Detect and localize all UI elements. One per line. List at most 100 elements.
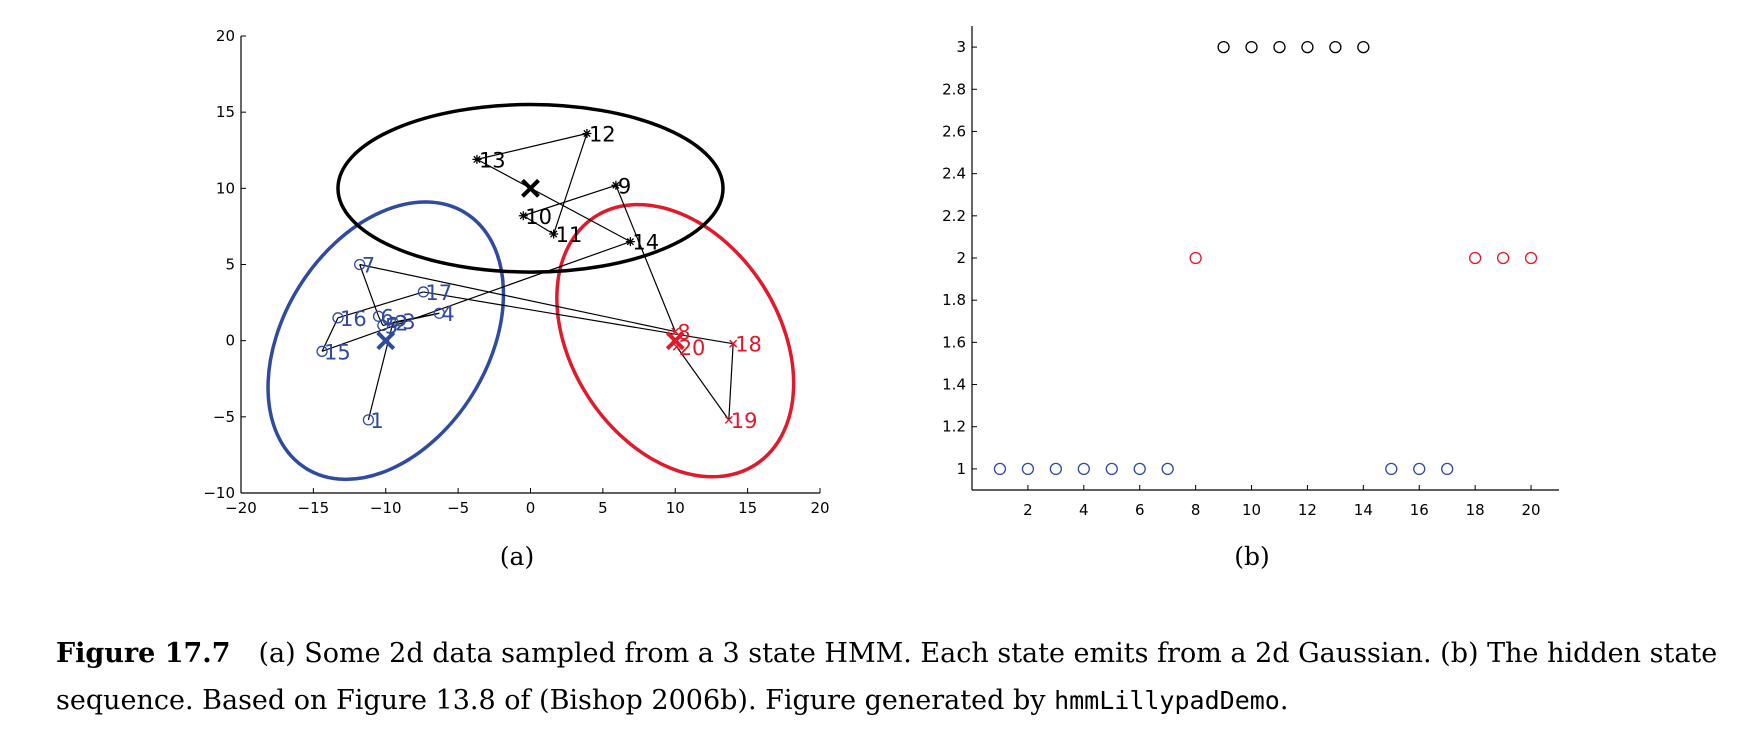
data-point-label: 14 xyxy=(632,231,659,255)
state-3-mean-marker xyxy=(521,178,540,198)
transition-line xyxy=(476,132,588,160)
data-point-label: 8 xyxy=(677,321,690,345)
data-point-marker xyxy=(387,316,399,329)
panel-b-x-tick-label: 10 xyxy=(1242,501,1261,519)
panel-b-x-tick-label: 20 xyxy=(1522,501,1541,519)
state-point xyxy=(1189,251,1202,265)
transition-line xyxy=(676,346,730,421)
data-point-marker xyxy=(362,414,375,426)
panel-a-x-tick-label: −20 xyxy=(225,499,257,517)
state-point xyxy=(1385,462,1398,476)
panel-b-y-tick-label: 2.4 xyxy=(942,165,966,183)
caption-label: Figure 17.7 xyxy=(56,638,231,669)
panel-a-y-tick-label: 5 xyxy=(225,256,235,274)
data-point-marker xyxy=(377,319,389,332)
panel-a-x-tick-label: 15 xyxy=(738,499,757,517)
data-point-label: 3 xyxy=(402,310,415,334)
state-point xyxy=(1021,462,1035,476)
state-point xyxy=(1329,40,1342,54)
panel-b-y-tick-label: 2.8 xyxy=(942,80,966,98)
transition-line xyxy=(553,133,588,235)
panel-b-x-tick-label: 12 xyxy=(1298,501,1317,519)
state-point xyxy=(1049,462,1063,476)
data-point-label: 7 xyxy=(362,254,375,278)
state-point xyxy=(1441,462,1454,476)
data-point-marker xyxy=(372,310,385,322)
state-2-ellipse xyxy=(555,202,796,479)
data-point-label: 20 xyxy=(679,336,706,360)
panel-b-y-tick-label: 3 xyxy=(956,38,966,56)
data-point-marker xyxy=(472,154,482,164)
state-point xyxy=(1524,251,1538,265)
transition-line xyxy=(359,264,380,317)
transition-line xyxy=(337,291,424,319)
state-1-ellipse xyxy=(266,200,506,482)
data-point-label: 4 xyxy=(441,302,454,326)
data-point-label: 1 xyxy=(370,409,383,433)
transition-line xyxy=(321,241,631,352)
data-point-label: 12 xyxy=(589,122,616,146)
state-point xyxy=(1245,40,1258,54)
data-point-marker xyxy=(625,237,635,247)
panel-b-y-tick-label: 2.6 xyxy=(942,122,966,140)
panel-b-x-tick-label: 16 xyxy=(1410,501,1429,519)
data-point-label: 17 xyxy=(425,281,452,305)
data-point-marker xyxy=(433,307,445,319)
panel-a-y-tick-label: 15 xyxy=(216,103,235,121)
panel-b-y-tick-label: 1.4 xyxy=(942,376,966,394)
data-point-marker xyxy=(332,312,344,324)
caption-text: (a) Some 2d data sampled from a 3 state … xyxy=(56,638,1718,716)
transition-line xyxy=(522,215,554,235)
state-point xyxy=(1217,40,1230,54)
state-point xyxy=(1468,251,1482,265)
data-point-label: 2 xyxy=(395,311,408,335)
data-point-marker xyxy=(729,339,738,348)
data-point-marker xyxy=(316,345,328,357)
panel-b-label: (b) xyxy=(1234,542,1270,571)
data-point-marker xyxy=(394,315,406,327)
transition-line xyxy=(476,158,631,243)
transition-line xyxy=(321,317,339,352)
data-point-marker xyxy=(582,128,592,138)
panel-a-x-tick-label: 5 xyxy=(598,499,608,517)
state-point xyxy=(1496,251,1510,265)
panel-b-x-tick-label: 14 xyxy=(1354,501,1373,519)
data-point-marker xyxy=(549,229,559,239)
caption-code: hmmLillypadDemo xyxy=(1054,686,1280,715)
data-point-label: 10 xyxy=(525,205,552,229)
panel-b-y-tick-label: 2 xyxy=(956,249,966,267)
panel-b-x-tick-label: 6 xyxy=(1135,501,1145,519)
data-point-label: 15 xyxy=(324,340,351,364)
panel-b-y-tick-label: 1.8 xyxy=(942,291,966,309)
data-point-label: 16 xyxy=(340,307,367,331)
panel-a-x-tick-label: −5 xyxy=(447,499,469,517)
data-point-label: 6 xyxy=(381,305,394,329)
panel-a-x-tick-label: 0 xyxy=(526,499,536,517)
transition-line xyxy=(728,343,734,420)
panel-b-x-tick-label: 2 xyxy=(1023,501,1033,519)
data-point-marker xyxy=(671,327,680,336)
panel-a-x-tick-label: 10 xyxy=(666,499,685,517)
panel-a-y-tick-label: 20 xyxy=(216,27,235,45)
data-point-marker xyxy=(724,415,733,424)
data-point-label: 18 xyxy=(735,333,762,357)
data-point-label: 11 xyxy=(556,223,583,247)
panel-a-y-tick-label: −10 xyxy=(203,484,235,502)
state-point xyxy=(1161,462,1174,476)
panel-a-y-tick-label: −5 xyxy=(213,408,235,426)
data-point-marker xyxy=(611,180,621,190)
state-point xyxy=(1413,462,1426,476)
state-point xyxy=(1105,462,1118,476)
state-1-mean-marker xyxy=(376,331,396,351)
panel-a-x-tick-label: −10 xyxy=(370,499,402,517)
state-point xyxy=(1077,462,1090,476)
transition-line xyxy=(392,320,401,323)
panel-b-x-tick-label: 8 xyxy=(1191,501,1201,519)
panel-a-y-tick-label: 10 xyxy=(216,179,235,197)
panel-a-x-tick-label: 20 xyxy=(810,499,829,517)
figure-caption: Figure 17.7 (a) Some 2d data sampled from… xyxy=(56,630,1736,724)
panel-b-y-tick-label: 1.2 xyxy=(942,418,966,436)
data-point-label: 19 xyxy=(731,409,758,433)
